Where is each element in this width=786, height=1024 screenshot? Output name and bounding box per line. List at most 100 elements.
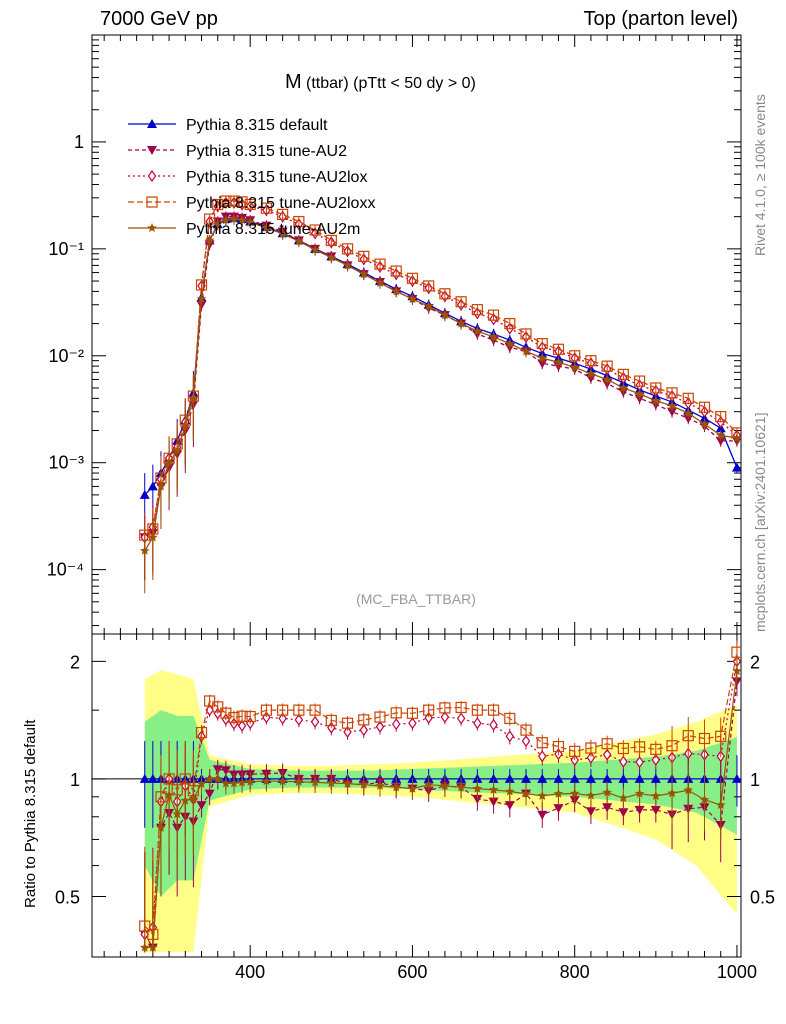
ratio-point bbox=[667, 788, 677, 798]
data-point bbox=[196, 293, 207, 303]
series-line bbox=[144, 200, 738, 536]
header-left: 7000 GeV pp bbox=[100, 8, 218, 30]
data-point bbox=[188, 393, 199, 403]
legend-label: Pythia 8.315 tune-AU2lox bbox=[186, 169, 367, 186]
ratio-point bbox=[229, 778, 239, 788]
legend-label: Pythia 8.315 tune-AU2 bbox=[186, 143, 347, 160]
data-point bbox=[390, 265, 402, 277]
ratio-point bbox=[390, 707, 402, 719]
data-point bbox=[651, 395, 661, 405]
ratio-point bbox=[277, 704, 289, 716]
ratio-point bbox=[488, 773, 499, 783]
ratio-point bbox=[504, 773, 515, 783]
data-point bbox=[220, 195, 232, 207]
ratio-point bbox=[569, 745, 581, 757]
chart-title-sub: (ttbar) (pTtt < 50 dy > 0) bbox=[306, 75, 476, 92]
data-point bbox=[407, 293, 418, 303]
data-point bbox=[667, 407, 678, 417]
ratio-point bbox=[715, 730, 727, 742]
data-point bbox=[715, 410, 727, 423]
legend-label: Pythia 8.315 tune-AU2m bbox=[186, 221, 360, 238]
ratio-point bbox=[440, 780, 450, 790]
ratio-point bbox=[140, 942, 150, 952]
ratio-point bbox=[204, 695, 216, 707]
ratio-point bbox=[423, 704, 435, 716]
ratio-point bbox=[553, 788, 564, 798]
data-point bbox=[236, 196, 248, 208]
ratio-point bbox=[325, 714, 337, 727]
series-default bbox=[139, 212, 741, 538]
data-point bbox=[172, 445, 182, 455]
ratio-point bbox=[601, 738, 613, 750]
data-point bbox=[423, 280, 435, 292]
ratio-point bbox=[505, 786, 515, 796]
data-point bbox=[505, 338, 515, 348]
ratio-point bbox=[683, 785, 693, 795]
y-tick-label: 10⁻² bbox=[48, 346, 84, 366]
data-point bbox=[520, 328, 532, 340]
ratio-point bbox=[237, 719, 247, 732]
ratio-point bbox=[375, 720, 385, 733]
ratio-point bbox=[731, 646, 741, 658]
data-point bbox=[204, 213, 216, 225]
ratio-point bbox=[635, 756, 644, 769]
ratio-point bbox=[504, 801, 515, 811]
data-point bbox=[602, 374, 612, 384]
ratio-point bbox=[473, 717, 482, 730]
data-point bbox=[310, 244, 320, 254]
ratio-point bbox=[456, 782, 466, 792]
ratio-point bbox=[237, 777, 247, 787]
ratio-point bbox=[569, 788, 580, 798]
data-point bbox=[650, 382, 662, 394]
data-point bbox=[471, 304, 483, 316]
data-point bbox=[618, 383, 629, 392]
ratio-y-axis-label: Ratio to Pythia 8.315 default bbox=[22, 719, 39, 908]
data-point bbox=[245, 217, 255, 227]
ratio-point bbox=[375, 780, 385, 790]
ratio-point bbox=[294, 776, 304, 786]
ratio-point bbox=[277, 776, 288, 786]
ratio-point bbox=[666, 740, 678, 752]
data-point bbox=[374, 258, 386, 270]
mcplots-label: mcplots.cern.ch [arXiv:2401.10621] bbox=[752, 412, 768, 632]
series-group bbox=[139, 195, 741, 594]
ratio-point bbox=[309, 704, 321, 716]
data-point bbox=[716, 430, 726, 440]
data-point bbox=[667, 400, 677, 410]
ratio-tick-label-right: 2 bbox=[750, 652, 760, 672]
data-point bbox=[585, 355, 597, 367]
data-point bbox=[439, 288, 451, 300]
data-point bbox=[634, 388, 645, 398]
data-point bbox=[488, 331, 499, 341]
ratio-point bbox=[245, 776, 255, 786]
series-au2loxx bbox=[139, 195, 741, 578]
ratio-tick-label-right: 1 bbox=[750, 770, 760, 790]
data-point bbox=[682, 392, 694, 404]
ratio-point bbox=[682, 730, 694, 742]
data-point bbox=[237, 215, 247, 225]
ratio-point bbox=[537, 773, 548, 783]
ratio-point bbox=[139, 773, 150, 783]
data-point bbox=[326, 252, 337, 262]
ratio-point bbox=[699, 794, 710, 804]
ratio-point bbox=[343, 725, 352, 738]
data-point bbox=[260, 202, 273, 214]
ratio-point bbox=[537, 790, 547, 800]
data-point bbox=[212, 198, 224, 211]
ratio-point bbox=[293, 704, 305, 716]
ratio-point bbox=[310, 715, 320, 728]
data-point bbox=[293, 215, 305, 228]
ratio-point bbox=[456, 712, 466, 725]
ratio-point bbox=[520, 724, 532, 736]
data-point bbox=[536, 337, 548, 350]
ratio-point bbox=[633, 741, 646, 753]
data-point bbox=[698, 401, 711, 413]
axes: 400 600 800 1000 1 10⁻¹ 10⁻² 10⁻³ 10⁻⁴ 2 2 1 1 0.5 0.5 bbox=[47, 34, 775, 982]
ratio-point bbox=[261, 776, 272, 786]
ratio-point bbox=[196, 778, 207, 788]
legend-label: Pythia 8.315 tune-AU2loxx bbox=[186, 195, 375, 212]
data-point bbox=[504, 317, 516, 330]
ratio-point bbox=[732, 666, 741, 676]
series-au2 bbox=[139, 211, 741, 580]
